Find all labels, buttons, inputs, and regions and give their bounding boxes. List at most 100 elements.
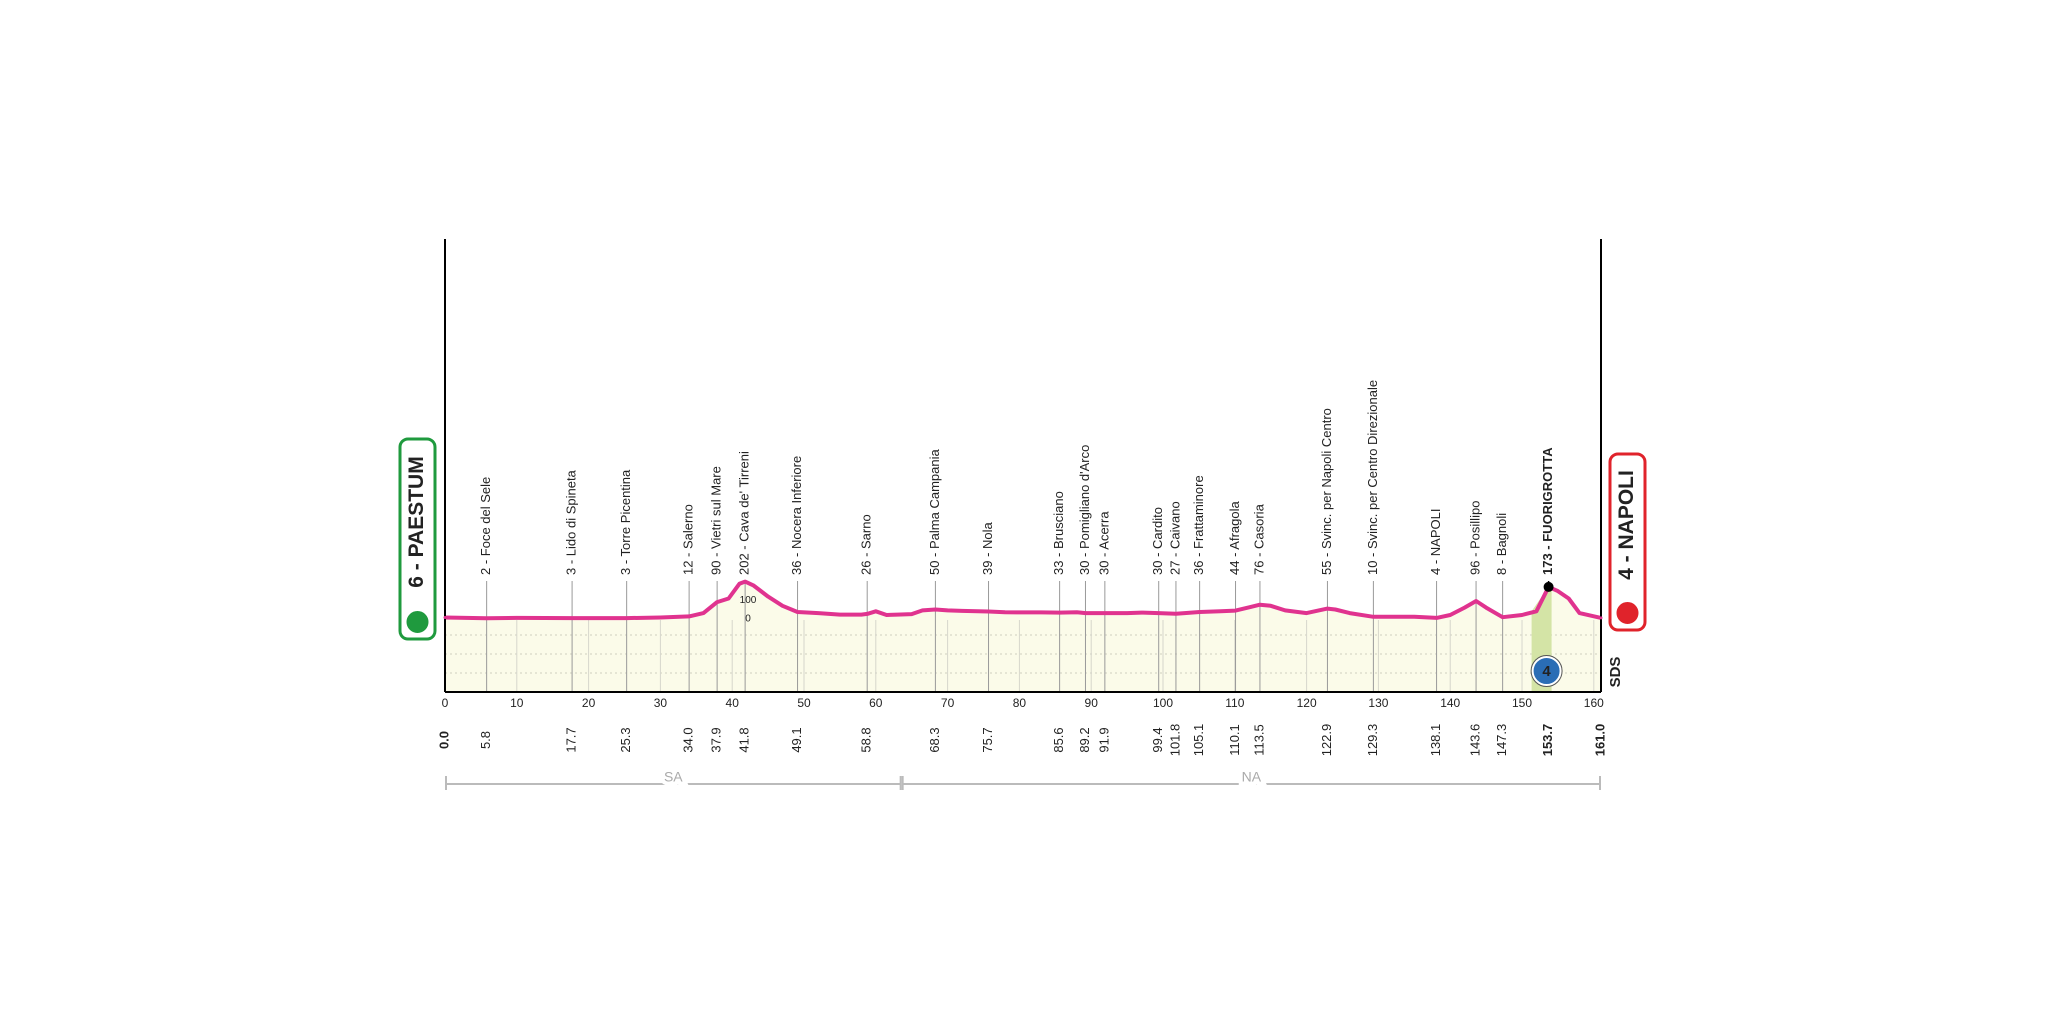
waypoint-point: [1103, 611, 1107, 615]
start-icon: [404, 609, 431, 635]
waypoint-label: 2 - Foce del Sele: [478, 477, 493, 575]
waypoint-label: 202 - Cava de' Tirreni: [737, 451, 752, 575]
waypoint-label: 96 - Posillipo: [1468, 501, 1483, 575]
x-tick-label: 100: [1153, 696, 1173, 710]
x-tick-label: 110: [1225, 696, 1244, 710]
waypoint-point: [1435, 616, 1439, 620]
x-tick-label: 70: [941, 696, 955, 710]
waypoint-label: 30 - Acerra: [1096, 511, 1111, 575]
km-label: 129.3: [1365, 724, 1380, 757]
waypoint-point: [1258, 603, 1262, 607]
km-label: 5.8: [478, 731, 493, 749]
km-label: 113.5: [1251, 724, 1266, 756]
x-tick-label: 60: [869, 696, 883, 710]
x-tick-label: 0: [442, 696, 449, 710]
waypoint-point: [1234, 609, 1238, 613]
waypoint-point: [625, 616, 629, 620]
waypoint-point: [715, 600, 719, 604]
waypoint-label: 30 - Pomigliano d'Arco: [1077, 445, 1092, 575]
km-label: 17.7: [564, 727, 579, 752]
km-label: 91.9: [1096, 727, 1111, 752]
waypoint-point: [1501, 615, 1505, 619]
waypoint-point: [687, 614, 691, 618]
waypoint-label: 55 - Svinc. per Napoli Centro: [1319, 408, 1334, 575]
start-point: [443, 616, 447, 620]
x-tick-label: 80: [1013, 696, 1027, 710]
x-tick-label: 120: [1297, 696, 1317, 710]
x-tick-label: 20: [582, 696, 596, 710]
finish-icon: [1614, 600, 1641, 626]
waypoint-label: 30 - Cardito: [1150, 507, 1165, 575]
x-tick-label: 90: [1085, 696, 1099, 710]
waypoint-point: [1543, 581, 1554, 592]
waypoint-label: 12 - Salerno: [681, 504, 696, 575]
km-label: 110.1: [1227, 724, 1242, 756]
waypoint-label: 8 - Bagnoli: [1494, 513, 1509, 575]
waypoint-label: 33 - Brusciano: [1051, 491, 1066, 575]
credit: SDS: [1607, 657, 1624, 688]
climb-badge: [1531, 656, 1562, 686]
profile-line: [444, 579, 1602, 621]
km-label: 105.1: [1191, 724, 1206, 757]
waypoint-label: 36 - Frattaminore: [1191, 475, 1206, 575]
finish-box: [1608, 452, 1647, 632]
finish-label: 4 - NAPOLI: [1615, 470, 1638, 580]
waypoint-label: 3 - Lido di Spineta: [564, 469, 579, 575]
x-tick-label: 140: [1440, 696, 1460, 710]
waypoint-label: 39 - Nola: [980, 521, 995, 575]
waypoint-point: [1325, 607, 1329, 611]
waypoint-label: 3 - Torre Picentina: [618, 469, 633, 575]
km-label: 101.8: [1167, 724, 1182, 757]
km-label: 49.1: [789, 727, 804, 752]
climb-category: 4: [1542, 663, 1551, 680]
x-tick-label: 130: [1368, 696, 1388, 710]
waypoint-label: 36 - Nocera Inferiore: [789, 456, 804, 575]
km-label: 143.6: [1468, 724, 1483, 757]
waypoint-label: 27 - Caivano: [1167, 501, 1182, 575]
x-tick-label: 160: [1584, 696, 1604, 710]
x-tick-label: 50: [797, 696, 811, 710]
km-label: 37.9: [709, 727, 724, 752]
waypoint-label: 76 - Casoria: [1251, 503, 1266, 575]
waypoint-point: [987, 609, 991, 613]
y-tick-label: 0: [745, 613, 751, 624]
province-bracket: [445, 776, 902, 790]
y-tick-label: 100: [740, 595, 757, 606]
km-label: 89.2: [1077, 727, 1092, 752]
start-label: 6 - PAESTUM: [405, 456, 428, 587]
waypoint-point: [1157, 611, 1161, 615]
x-tick-label: 150: [1512, 696, 1532, 710]
waypoint-point: [1174, 612, 1178, 616]
waypoint-point: [1083, 611, 1087, 615]
finish-km: 161.0: [1592, 724, 1607, 757]
profile-fill: [445, 581, 1601, 692]
province-label: NA: [1242, 769, 1262, 785]
x-tick-label: 40: [726, 696, 740, 710]
km-label: 99.4: [1150, 727, 1165, 752]
waypoint-point: [570, 616, 574, 620]
km-label: 138.1: [1428, 724, 1443, 757]
waypoint-point: [865, 612, 869, 616]
waypoint-label: 173 - FUORIGROTTA: [1540, 447, 1555, 575]
waypoint-point: [485, 616, 489, 620]
km-label: 153.7: [1540, 724, 1555, 757]
waypoint-point: [796, 610, 800, 614]
waypoint-label: 26 - Sarno: [859, 514, 874, 575]
start-box: [398, 437, 437, 641]
waypoint-label: 50 - Palma Campania: [927, 449, 942, 575]
waypoint-point: [1058, 611, 1062, 615]
waypoint-point: [1474, 599, 1478, 603]
waypoint-point: [933, 607, 937, 611]
province-bracket: [901, 776, 1601, 790]
km-label: 147.3: [1494, 724, 1509, 757]
waypoint-point: [1371, 615, 1375, 619]
x-tick-label: 10: [510, 696, 524, 710]
waypoint-label: 44 - Afragola: [1227, 501, 1242, 575]
waypoint-point: [743, 580, 747, 584]
km-label: 34.0: [681, 727, 696, 752]
km-label: 122.9: [1319, 724, 1334, 757]
finish-point: [1599, 616, 1603, 620]
start-km: 0.0: [436, 731, 451, 749]
